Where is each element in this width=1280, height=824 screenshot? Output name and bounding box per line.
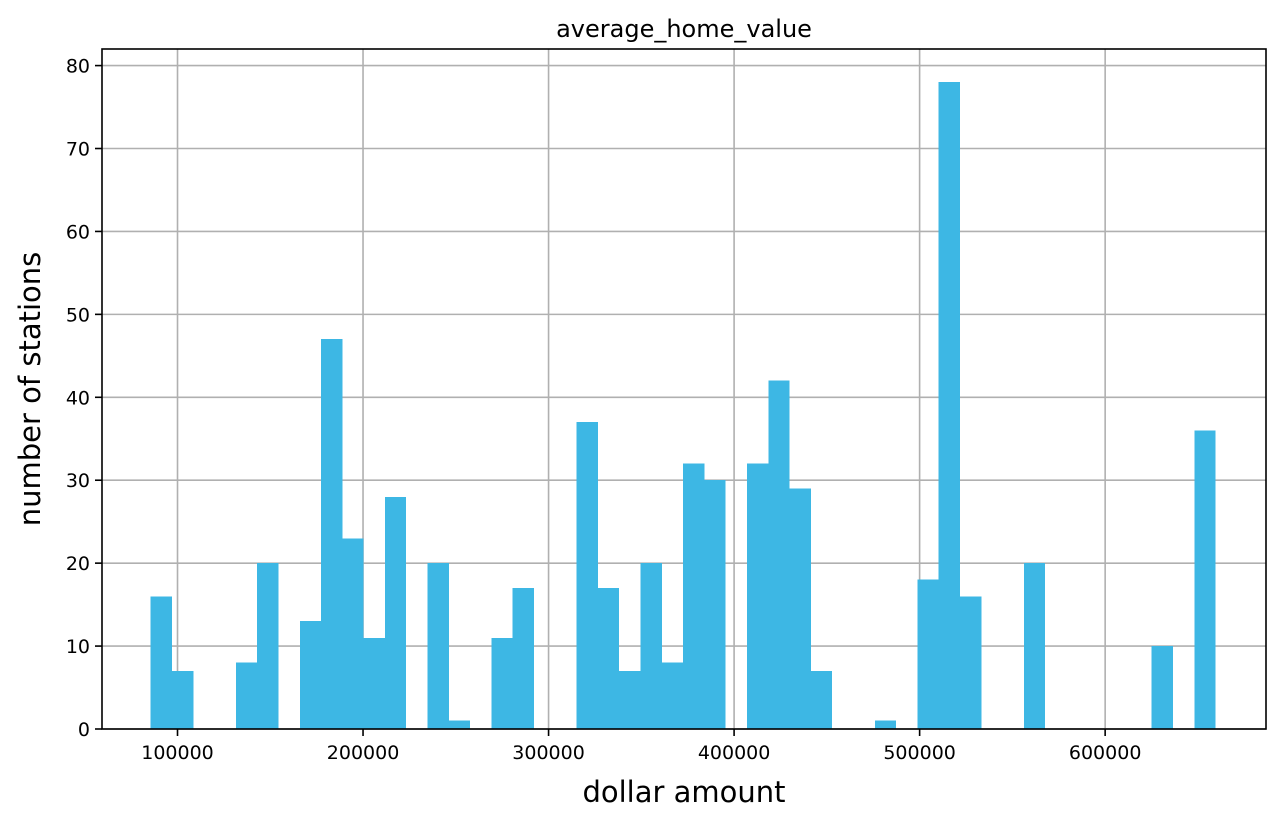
x-tick-label: 300000 bbox=[512, 742, 585, 764]
histogram-bar bbox=[576, 422, 598, 729]
histogram-bar bbox=[597, 588, 620, 729]
x-tick-label: 500000 bbox=[883, 742, 956, 764]
y-tick-label: 70 bbox=[66, 139, 90, 161]
x-tick-label: 400000 bbox=[698, 742, 771, 764]
x-tick-label: 100000 bbox=[141, 742, 214, 764]
grid-lines bbox=[102, 49, 1266, 730]
histogram-bar bbox=[640, 563, 662, 729]
y-tick-label: 80 bbox=[66, 56, 90, 78]
histogram-bar bbox=[342, 538, 364, 729]
histogram-bar bbox=[917, 579, 939, 729]
histogram-bar bbox=[235, 662, 258, 729]
histogram-bar bbox=[1023, 563, 1046, 729]
histogram-bar bbox=[874, 720, 897, 729]
histogram-bar bbox=[491, 637, 513, 729]
histogram-bar bbox=[938, 82, 961, 730]
histogram-bar bbox=[619, 670, 641, 729]
y-tick-label: 60 bbox=[66, 221, 90, 243]
histogram-bar bbox=[683, 463, 705, 729]
histogram-bar bbox=[960, 596, 982, 729]
histogram-bar bbox=[363, 637, 385, 729]
histogram-bar bbox=[171, 670, 194, 729]
histogram-bar bbox=[150, 596, 172, 729]
y-tick-label: 0 bbox=[78, 719, 90, 741]
histogram-bar bbox=[512, 588, 535, 729]
y-tick-label: 30 bbox=[66, 470, 90, 492]
histogram-bar bbox=[321, 339, 343, 729]
bars bbox=[150, 82, 1216, 730]
histogram-bar bbox=[384, 496, 407, 729]
y-tick-label: 50 bbox=[66, 304, 90, 326]
histogram-bar bbox=[257, 563, 279, 729]
x-tick-label: 200000 bbox=[327, 742, 400, 764]
histogram-bar bbox=[448, 720, 471, 729]
axis-ticks: 100000 200000 300000 400000 500000 600000 0 10 2… bbox=[66, 56, 1142, 764]
histogram-bar bbox=[1194, 430, 1216, 729]
histogram-bar bbox=[747, 463, 769, 729]
x-axis-label: dollar amount bbox=[582, 775, 785, 809]
plot-frame bbox=[101, 48, 1267, 730]
histogram-bar bbox=[299, 621, 322, 729]
histogram-bar bbox=[661, 662, 684, 729]
histogram-bar bbox=[768, 380, 790, 729]
x-tick-label: 600000 bbox=[1069, 742, 1142, 764]
histogram-bar bbox=[704, 480, 726, 729]
y-tick-label: 10 bbox=[66, 636, 90, 658]
chart-title: average_home_value bbox=[556, 15, 812, 43]
y-axis-label: number of stations bbox=[13, 252, 47, 526]
histogram-bar bbox=[789, 488, 811, 729]
histogram-bar bbox=[810, 670, 833, 729]
y-tick-label: 40 bbox=[66, 387, 90, 409]
y-tick-label: 20 bbox=[66, 553, 90, 575]
histogram-bar bbox=[1151, 646, 1173, 729]
histogram-bar bbox=[427, 563, 449, 729]
